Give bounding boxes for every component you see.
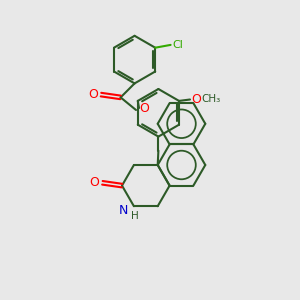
Text: H: H xyxy=(131,211,139,221)
Text: O: O xyxy=(139,101,149,115)
Text: CH₃: CH₃ xyxy=(201,94,220,104)
Text: O: O xyxy=(191,93,201,106)
Text: Cl: Cl xyxy=(172,40,184,50)
Text: N: N xyxy=(118,204,128,217)
Text: O: O xyxy=(88,88,98,101)
Text: O: O xyxy=(89,176,99,189)
